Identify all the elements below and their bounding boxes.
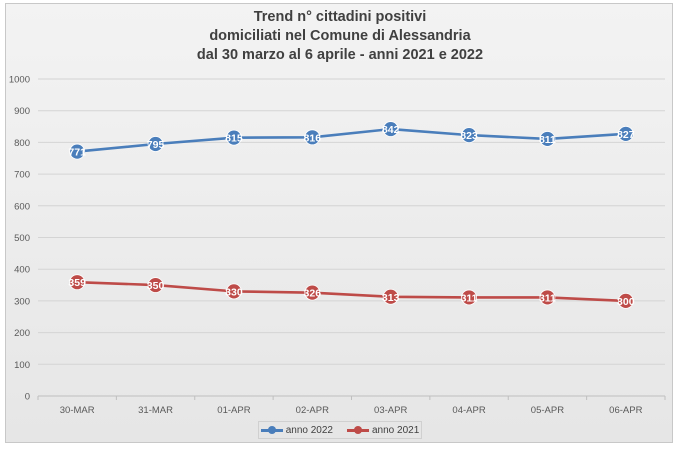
y-tick-label-600: 600	[14, 201, 30, 212]
series-line-anno-2022	[77, 127, 626, 153]
point-anno-2022-06-apr	[617, 125, 634, 142]
x-tick-label-06-apr: 06-APR	[609, 405, 642, 416]
data-label-anno-2022-30-mar: 771	[68, 147, 86, 159]
chart-title-line-3: dal 30 marzo al 6 aprile - anni 2021 e 2…	[196, 47, 484, 63]
y-axis-tick-labels: 0 100 200 300 400 500 600 700 800 900 1000	[9, 75, 30, 403]
data-label-anno-2021-30-mar: 359	[68, 277, 86, 289]
legend-swatch-2022	[260, 426, 283, 434]
series-layer: 771 795 815 816 842 823 811 827 359 350 330 326 313 3…	[68, 121, 635, 309]
data-label-anno-2021-04-apr: 311	[461, 292, 478, 304]
x-tick-label-01-apr: 01-APR	[217, 405, 250, 416]
legend: anno 2022 anno 2021	[258, 421, 422, 439]
data-label-anno-2022-02-apr: 816	[304, 132, 322, 144]
point-anno-2022-31-mar	[147, 136, 164, 152]
point-anno-2021-06-apr	[617, 292, 634, 309]
point-anno-2022-05-apr	[539, 131, 556, 147]
legend-swatch-2021	[347, 426, 369, 434]
y-tick-label-900: 900	[14, 106, 30, 117]
y-tick-label-400: 400	[14, 265, 30, 276]
x-axis-tick-labels: 30-MAR 31-MAR 01-APR 02-APR 03-APR 04-APR 05-A…	[37, 396, 666, 416]
data-label-anno-2022-06-apr: 827	[617, 129, 635, 141]
point-anno-2021-03-apr	[382, 288, 399, 305]
legend-item-anno-2022: anno 2022	[260, 424, 333, 436]
point-anno-2021-01-apr	[226, 283, 242, 300]
legend-item-anno-2021: anno 2021	[347, 425, 419, 436]
y-tick-label-700: 700	[14, 170, 30, 181]
data-label-anno-2022-03-apr: 842	[382, 124, 400, 136]
data-label-anno-2021-02-apr: 326	[304, 288, 322, 300]
data-label-anno-2021-01-apr: 330	[225, 286, 243, 298]
point-anno-2021-04-apr	[461, 289, 477, 306]
data-label-anno-2022-31-mar: 795	[147, 139, 165, 151]
chart-title: Trend n° cittadini positivi domiciliati …	[0, 8, 680, 65]
x-tick-label-04-apr: 04-APR	[452, 405, 485, 416]
point-anno-2022-03-apr	[382, 121, 399, 137]
point-anno-2021-30-mar	[69, 274, 86, 291]
point-anno-2022-30-mar	[69, 143, 86, 160]
y-tick-label-500: 500	[14, 233, 30, 244]
x-tick-label-05-apr: 05-APR	[531, 405, 564, 416]
data-label-anno-2022-01-apr: 815	[225, 133, 243, 145]
point-anno-2021-02-apr	[304, 284, 321, 301]
point-anno-2022-04-apr	[461, 127, 477, 144]
chart-title-line-2: domiciliati nel Comune di Alessandria	[209, 28, 471, 44]
y-tick-label-100: 100	[14, 360, 30, 371]
data-label-anno-2021-06-apr: 300	[617, 296, 635, 308]
x-tick-label-03-apr: 03-APR	[374, 405, 407, 416]
data-label-anno-2022-05-apr: 811	[539, 134, 556, 146]
x-tick-label-30-mar: 30-MAR	[60, 405, 95, 416]
data-label-anno-2021-05-apr: 311	[539, 292, 556, 304]
data-label-anno-2022-04-apr: 823	[460, 130, 478, 142]
point-anno-2021-05-apr	[539, 289, 556, 306]
chart-frame	[5, 3, 673, 443]
gridlines	[38, 78, 665, 397]
legend-label-2022: anno 2022	[285, 424, 333, 436]
data-label-anno-2021-03-apr: 313	[382, 292, 400, 304]
point-anno-2022-01-apr	[226, 129, 242, 146]
y-tick-label-300: 300	[14, 296, 30, 307]
x-tick-label-31-mar: 31-MAR	[138, 405, 173, 416]
y-tick-label-1000: 1000	[9, 75, 30, 86]
y-tick-label-0: 0	[25, 392, 30, 403]
point-anno-2021-31-mar	[147, 277, 164, 293]
x-tick-label-02-apr: 02-APR	[296, 405, 329, 416]
point-anno-2022-02-apr	[304, 129, 321, 146]
series-line-anno-2021	[77, 280, 626, 303]
y-tick-label-800: 800	[14, 138, 30, 149]
legend-label-2021: anno 2021	[372, 424, 420, 436]
y-tick-label-200: 200	[14, 328, 30, 339]
chart-title-line-1: Trend n° cittadini positivi	[253, 9, 427, 25]
data-label-anno-2021-31-mar: 350	[147, 280, 165, 292]
